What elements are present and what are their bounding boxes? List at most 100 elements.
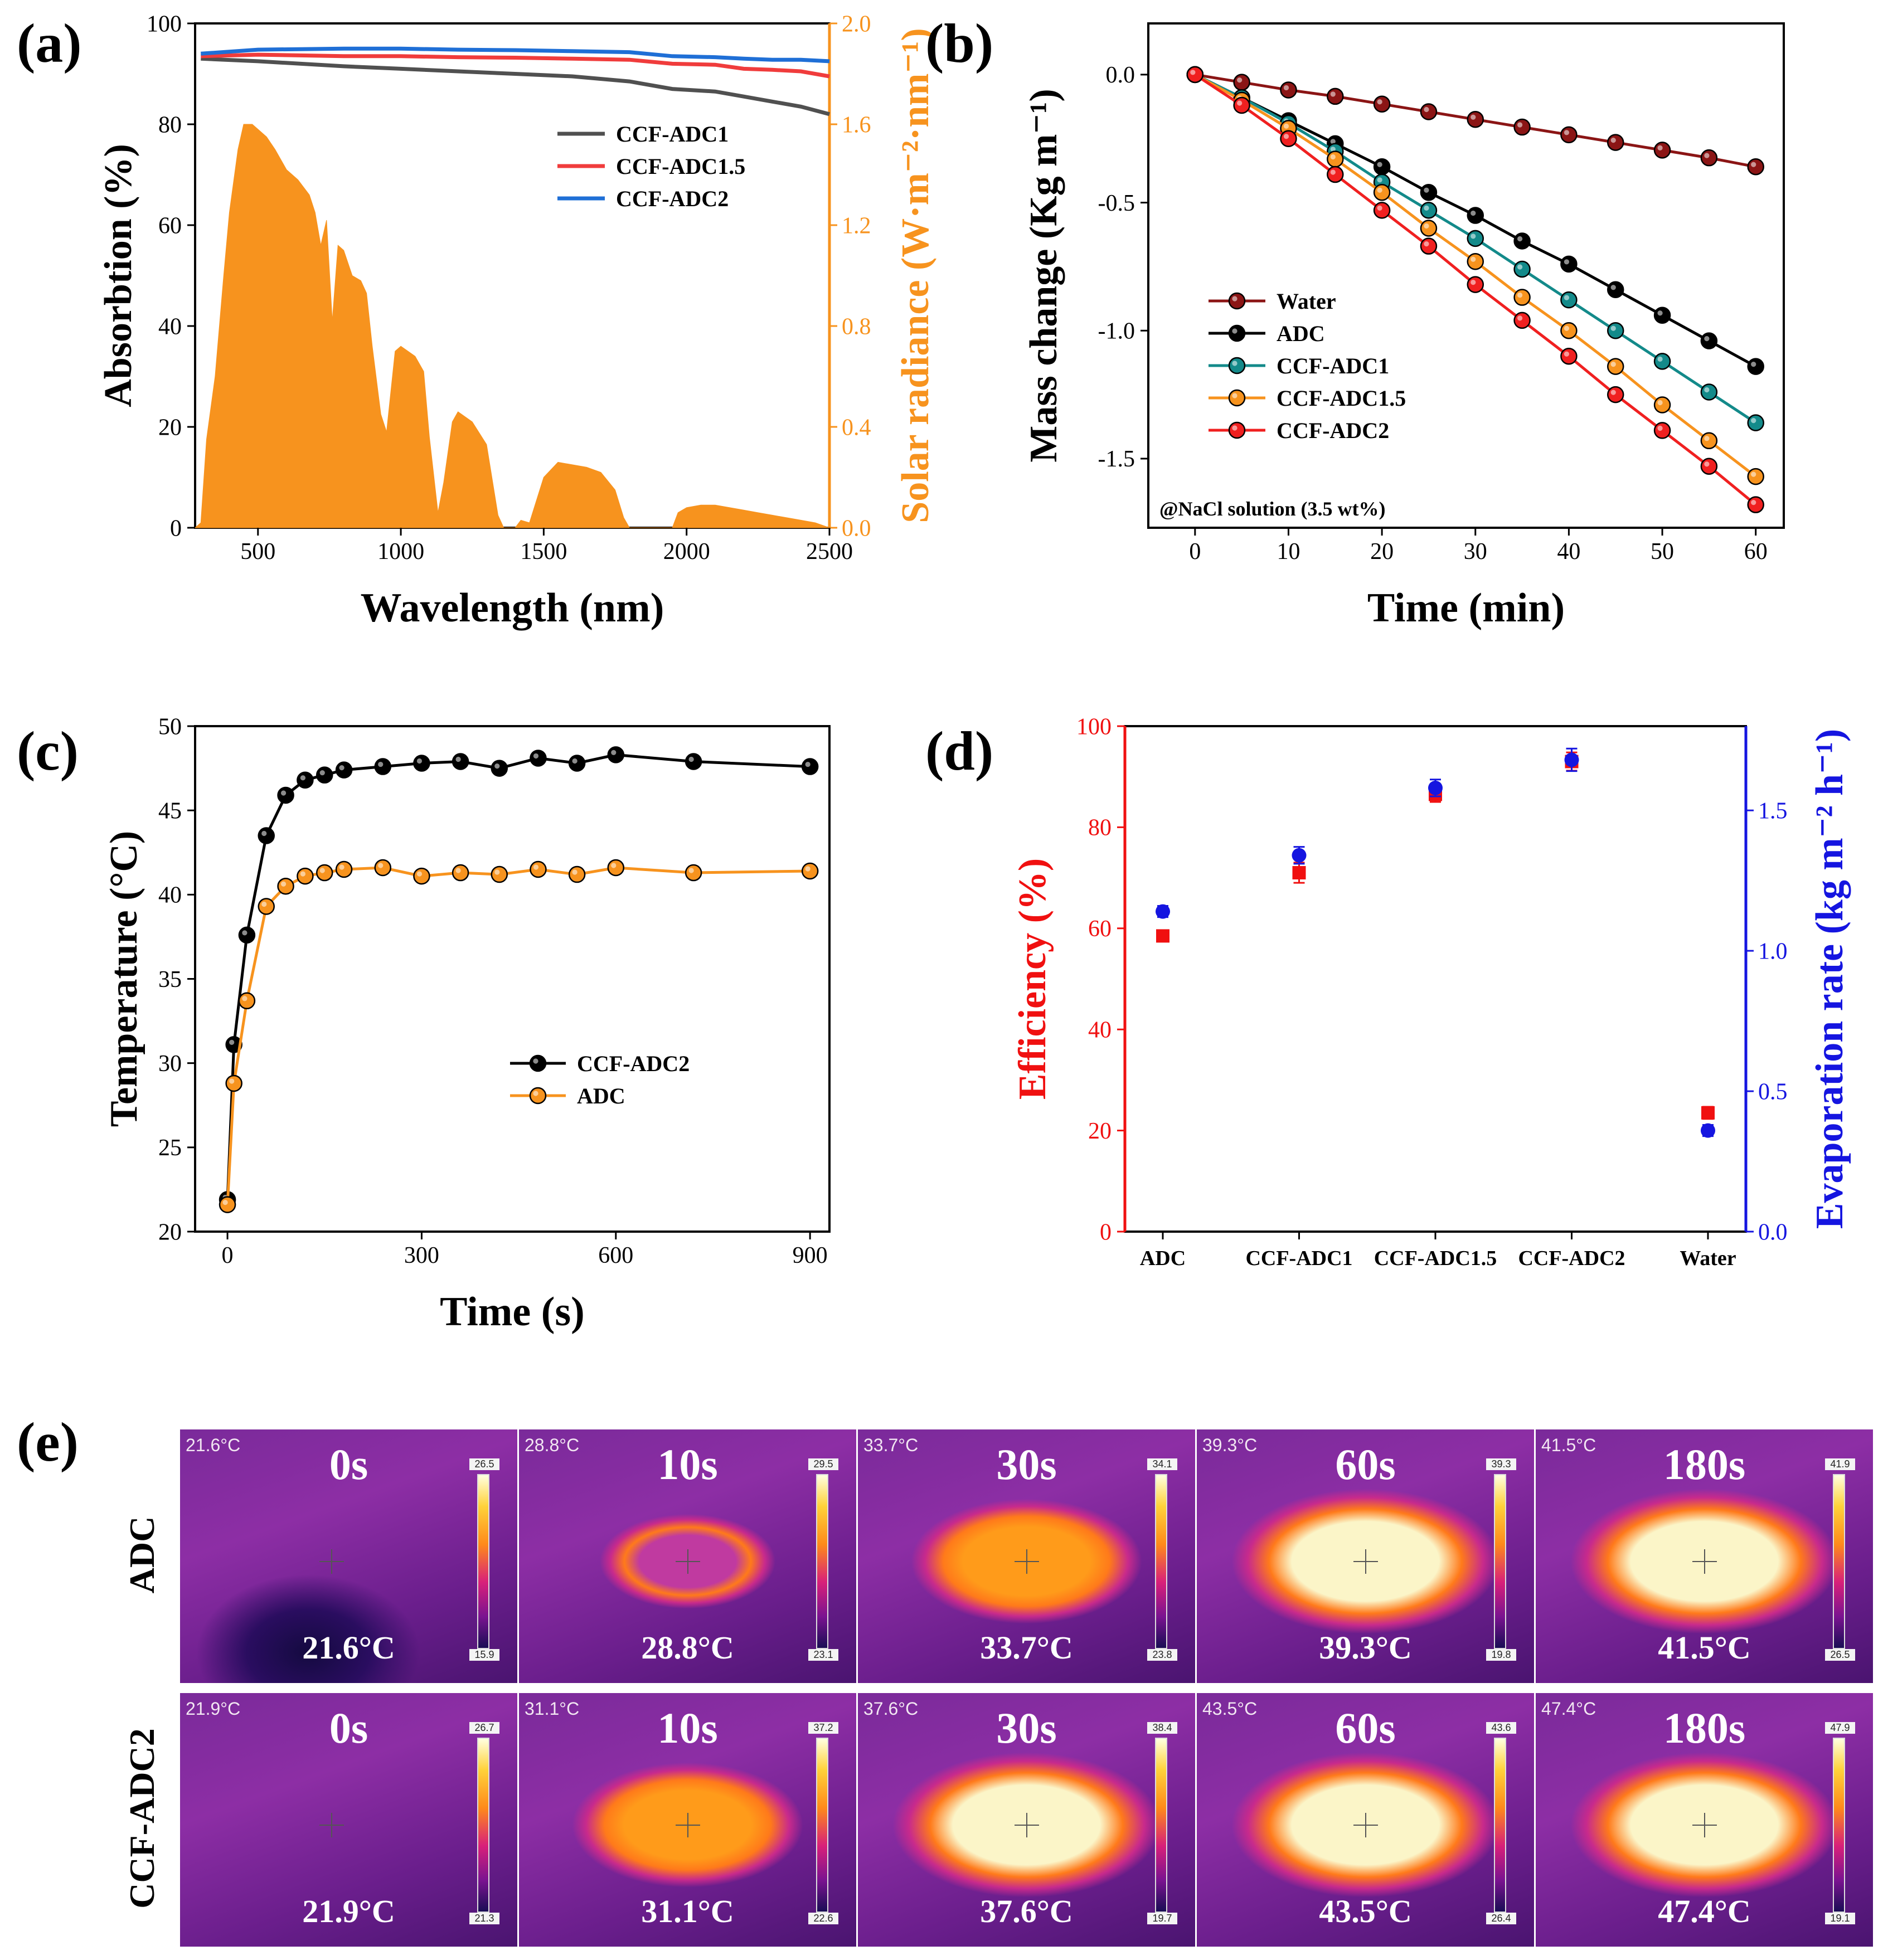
chart-a-ytick2-label: 1.6 bbox=[842, 112, 871, 138]
data-point-adc-highlight bbox=[1564, 259, 1570, 265]
crosshair-icon bbox=[675, 1549, 700, 1574]
series-line-ccf-adc2 bbox=[226, 753, 811, 1200]
data-point-ccf-adc1-highlight bbox=[1751, 418, 1756, 424]
data-point-efficiency bbox=[1292, 866, 1306, 880]
thermal-corner-readout: 43.5°C bbox=[1202, 1699, 1258, 1719]
data-point-ccf-adc1-5 bbox=[1420, 220, 1438, 237]
thermal-corner-readout: 28.8°C bbox=[525, 1435, 580, 1455]
chart-a-xtick-label: 2000 bbox=[663, 539, 710, 565]
chart-b-xtick-label: 20 bbox=[1370, 539, 1394, 565]
data-point-ccf-adc2 bbox=[1420, 237, 1438, 255]
panel-label-e: (e) bbox=[17, 1411, 79, 1473]
data-point-ccf-adc1-5-highlight bbox=[1610, 361, 1616, 367]
colorbar-max-label: 39.3 bbox=[1486, 1458, 1516, 1470]
data-point-adc-highlight bbox=[1517, 236, 1523, 242]
data-point-water-highlight bbox=[1471, 114, 1476, 120]
chart-d-ytick2-label: 0.0 bbox=[1758, 1219, 1788, 1245]
crosshair-icon bbox=[319, 1812, 344, 1837]
legend-marker-ccf-adc1 bbox=[1228, 357, 1246, 375]
data-point-ccf-adc2-highlight bbox=[242, 930, 247, 936]
colorbar-min-label: 19.7 bbox=[1147, 1913, 1177, 1924]
data-point-adc-highlight bbox=[1610, 285, 1616, 290]
thermal-time-label: 180s bbox=[1663, 1440, 1746, 1489]
chart-d-ytick2-label: 0.5 bbox=[1758, 1079, 1788, 1105]
data-point-adc bbox=[1607, 281, 1624, 299]
chart-b-ylabel: Mass change (Kg m⁻¹) bbox=[1022, 89, 1065, 462]
chart-d-ylabel2: Evaporation rate (kg m⁻² h⁻¹) bbox=[1808, 729, 1851, 1229]
chart-b-axes: 0.0 -0.5 -1.0 -1.5 0 10 20 30 40 50 60 Mass change … bbox=[1022, 22, 1785, 631]
colorbar-min-label: 23.1 bbox=[808, 1649, 838, 1661]
legend-marker-ccf-adc1-5 bbox=[1228, 389, 1246, 407]
thermal-colorbar bbox=[1155, 1474, 1167, 1649]
data-point-ccf-adc1-5-highlight bbox=[1564, 325, 1570, 331]
data-point-adc bbox=[413, 867, 430, 885]
data-point-ccf-adc2 bbox=[452, 753, 469, 770]
thermal-image: 28.8°C 10s 28.8°C 29.5 23.1 bbox=[519, 1429, 856, 1683]
data-point-ccf-adc2 bbox=[1513, 312, 1531, 329]
data-point-ccf-adc2-highlight bbox=[319, 770, 325, 776]
data-point-adc-highlight bbox=[572, 869, 577, 875]
colorbar-max-label: 26.5 bbox=[469, 1458, 499, 1470]
data-point-adc bbox=[1700, 332, 1718, 349]
thermal-row-label: CCF-ADC2 bbox=[122, 1728, 162, 1909]
chart-b-xlabel: Time (min) bbox=[1367, 585, 1565, 631]
thermal-time-label: 10s bbox=[657, 1440, 718, 1489]
legend-label-ccf-adc1-5: CCF-ADC1.5 bbox=[616, 154, 745, 179]
data-point-ccf-adc1-5-highlight bbox=[1471, 256, 1476, 262]
legend-label-ccf-adc1: CCF-ADC1 bbox=[1277, 353, 1389, 378]
data-point-ccf-adc2-highlight bbox=[1471, 279, 1476, 285]
data-point-adc bbox=[258, 898, 275, 915]
data-point-water-highlight bbox=[1517, 122, 1523, 128]
data-point-water-highlight bbox=[1283, 85, 1289, 91]
colorbar-max-label: 37.2 bbox=[808, 1722, 838, 1734]
data-point-ccf-adc2-highlight bbox=[1610, 390, 1616, 395]
data-point-ccf-adc2 bbox=[413, 755, 430, 772]
thermal-corner-readout: 39.3°C bbox=[1202, 1435, 1258, 1455]
thermal-time-label: 10s bbox=[657, 1704, 718, 1752]
chart-a-ytick-label: 60 bbox=[158, 213, 182, 239]
data-point-adc-highlight bbox=[280, 881, 287, 887]
data-point-adc bbox=[801, 862, 819, 880]
crosshair-icon bbox=[675, 1812, 700, 1837]
data-point-ccf-adc1-highlight bbox=[1330, 147, 1336, 152]
data-point-adc-highlight bbox=[533, 864, 539, 870]
legend-label-ccf-adc1-5: CCF-ADC1.5 bbox=[1277, 386, 1406, 411]
thermal-time-label: 30s bbox=[996, 1704, 1057, 1752]
data-point-adc-highlight bbox=[494, 869, 500, 875]
chart-c-ytick-label: 50 bbox=[158, 714, 182, 740]
thermal-temperature-label: 31.1°C bbox=[641, 1893, 734, 1929]
data-point-adc bbox=[1560, 255, 1578, 273]
legend-marker-adc bbox=[529, 1087, 547, 1105]
data-point-ccf-adc2-highlight bbox=[261, 830, 267, 836]
data-point-ccf-adc1-5 bbox=[1607, 358, 1624, 375]
legend-marker-adc-highlight bbox=[533, 1091, 538, 1096]
data-point-water bbox=[1513, 118, 1531, 136]
data-point-adc-highlight bbox=[378, 863, 384, 868]
data-point-adc-highlight bbox=[339, 864, 344, 870]
thermal-image: 39.3°C 60s 39.3°C 39.3 19.8 bbox=[1197, 1429, 1534, 1683]
thermal-colorbar bbox=[1494, 1738, 1506, 1913]
data-point-ccf-adc1-highlight bbox=[1704, 387, 1710, 393]
data-point-ccf-adc1-5 bbox=[1653, 396, 1671, 414]
data-point-adc bbox=[1420, 183, 1438, 201]
crosshair-icon bbox=[1692, 1549, 1717, 1574]
series-line-ccf-adc1-5 bbox=[201, 52, 830, 79]
data-point-adc-highlight bbox=[416, 871, 423, 877]
data-point-adc-highlight bbox=[805, 866, 811, 872]
data-point-evaporation-rate bbox=[1564, 752, 1579, 767]
panel-label-c: (c) bbox=[17, 720, 79, 782]
chart-d-xtick-label: ADC bbox=[1140, 1247, 1186, 1270]
legend-marker-ccf-adc2 bbox=[529, 1054, 547, 1072]
chart-a-ylabel2: Solar radiance (W·m⁻²·nm⁻¹) bbox=[894, 28, 937, 523]
data-point-water bbox=[1607, 134, 1624, 151]
colorbar-min-label: 26.4 bbox=[1486, 1913, 1516, 1924]
data-point-ccf-adc2 bbox=[1700, 458, 1718, 475]
legend-label-ccf-adc2: CCF-ADC2 bbox=[577, 1051, 690, 1076]
data-point-adc-highlight bbox=[1377, 162, 1382, 167]
chart-d-ytick-label: 60 bbox=[1088, 916, 1112, 942]
data-point-ccf-adc2 bbox=[1747, 496, 1764, 513]
data-point-water-highlight bbox=[1330, 91, 1336, 97]
data-point-ccf-adc2-highlight bbox=[300, 775, 306, 781]
data-point-ccf-adc1 bbox=[1560, 291, 1578, 309]
chart-d-xtick-label: CCF-ADC1.5 bbox=[1374, 1247, 1497, 1270]
